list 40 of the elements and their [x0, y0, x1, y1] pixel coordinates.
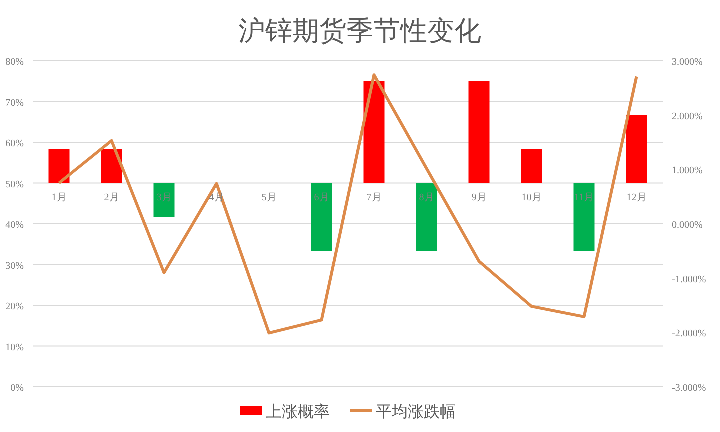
y-tick-label: 50%: [6, 179, 24, 190]
bar: [101, 149, 122, 184]
x-tick-label: 11月: [574, 192, 594, 204]
y2-tick-label: -2.000%: [672, 328, 706, 340]
bar: [154, 183, 175, 218]
bar: [416, 183, 438, 252]
bar: [574, 183, 595, 252]
y-tick-label: 30%: [6, 260, 24, 272]
x-tick-label: 10月: [522, 192, 542, 204]
legend-label: 平均涨跌幅: [376, 403, 456, 421]
y2-tick-label: 0.000%: [672, 220, 703, 231]
y-tick-label: 80%: [6, 57, 24, 68]
x-tick-label: 2月: [104, 192, 120, 204]
bar: [626, 115, 648, 184]
x-tick-label: 12月: [626, 192, 647, 204]
bar: [48, 149, 70, 184]
y2-tick-label: 3.000%: [672, 57, 703, 68]
x-tick-label: 1月: [52, 192, 67, 204]
y2-tick-label: -1.000%: [672, 274, 706, 286]
y-tick-label: 60%: [6, 138, 24, 150]
x-tick-label: 8月: [419, 192, 434, 204]
bar: [311, 183, 332, 252]
bar: [468, 81, 490, 184]
y-tick-label: 10%: [6, 342, 24, 354]
x-tick-label: 3月: [156, 192, 172, 204]
x-tick-label: 5月: [262, 192, 277, 204]
chart-title: 沪锌期货季节性变化: [238, 16, 482, 46]
y-tick-label: 0%: [10, 383, 24, 394]
bar: [364, 81, 385, 184]
y2-tick-label: 2.000%: [672, 111, 703, 122]
y-tick-label: 70%: [6, 98, 24, 109]
x-tick-label: 6月: [314, 192, 330, 204]
x-tick-label: 7月: [366, 192, 382, 204]
y2-tick-label: -3.000%: [672, 383, 706, 394]
x-tick-label: 9月: [472, 192, 487, 204]
y-tick-label: 20%: [6, 302, 24, 312]
bar: [521, 149, 542, 184]
y-tick-label: 40%: [6, 220, 24, 231]
legend-label: 上涨概率: [266, 403, 330, 421]
y2-tick-label: 1.000%: [672, 166, 703, 177]
